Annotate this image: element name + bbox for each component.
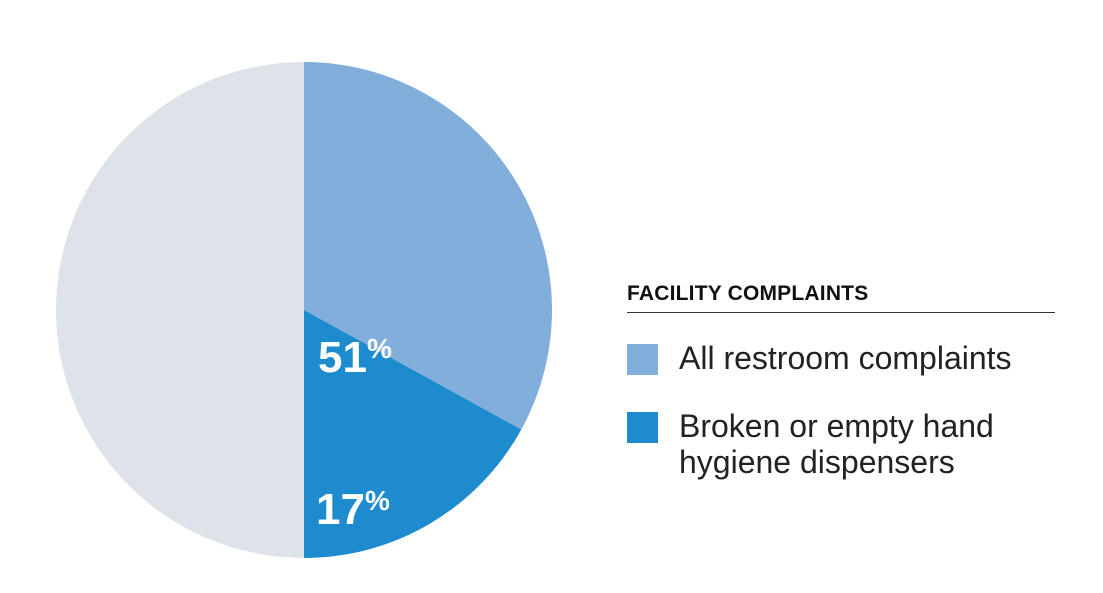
data-label-unit: % bbox=[365, 485, 390, 516]
legend-label: Broken or empty hand hygiene dispensers bbox=[679, 408, 994, 480]
data-label-unit: % bbox=[367, 333, 392, 364]
legend-label: All restroom complaints bbox=[679, 340, 1012, 376]
pie-slice-remainder bbox=[56, 62, 304, 558]
legend-title: FACILITY COMPLAINTS bbox=[627, 282, 1055, 313]
data-label-value: 17 bbox=[316, 485, 365, 534]
data-label-all-restroom-complaints: 51% bbox=[318, 333, 392, 382]
legend-swatch bbox=[627, 344, 658, 375]
data-label-broken-dispensers: 17% bbox=[316, 485, 390, 534]
legend: FACILITY COMPLAINTS All restroom complai… bbox=[627, 282, 1055, 480]
data-label-value: 51 bbox=[318, 333, 367, 382]
pie-slice-all-restroom-complaints bbox=[304, 62, 552, 430]
pie-slice-broken-dispensers bbox=[304, 310, 522, 558]
legend-swatch bbox=[627, 412, 658, 443]
